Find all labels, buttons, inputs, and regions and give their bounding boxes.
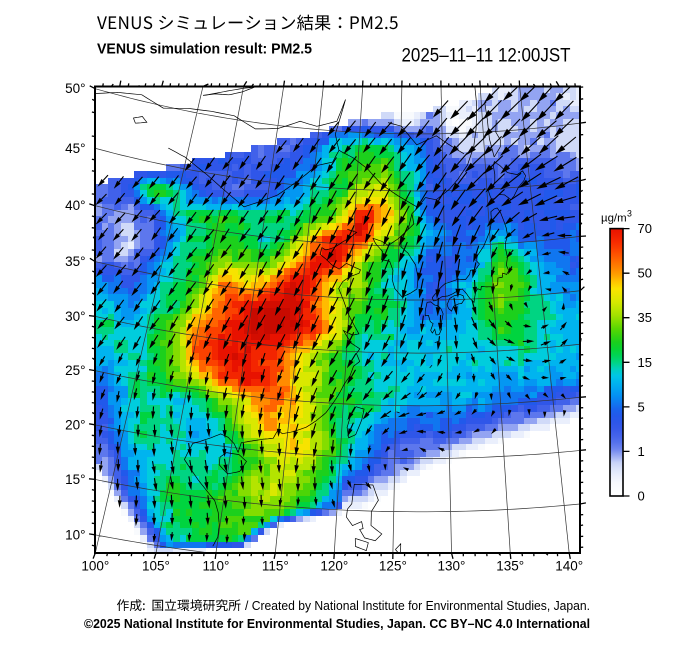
svg-text:100°: 100° (81, 559, 109, 574)
svg-text:25°: 25° (65, 363, 85, 378)
svg-text:20°: 20° (65, 417, 85, 432)
svg-text:VENUS simulation result: PM2.5: VENUS simulation result: PM2.5 (97, 42, 312, 58)
svg-text:15: 15 (638, 355, 652, 370)
svg-text:140°: 140° (555, 559, 583, 574)
svg-text:©2025 National Institute for E: ©2025 National Institute for Environment… (84, 617, 590, 631)
svg-text:5: 5 (638, 399, 645, 414)
svg-text:120°: 120° (320, 559, 348, 574)
svg-text:110°: 110° (203, 559, 230, 574)
svg-text:15°: 15° (65, 472, 85, 487)
svg-text:70: 70 (638, 221, 652, 236)
svg-text:45°: 45° (65, 141, 85, 156)
svg-text:/ Created by National Institut: / Created by National Institute for Envi… (245, 599, 590, 613)
svg-text:40°: 40° (65, 198, 85, 213)
svg-text:µg/m: µg/m (601, 213, 627, 225)
svg-text:125°: 125° (379, 559, 407, 574)
svg-text:105°: 105° (142, 559, 170, 574)
svg-text:135°: 135° (496, 559, 524, 574)
svg-text:2025–11–11 12:00JST: 2025–11–11 12:00JST (402, 45, 571, 67)
svg-text:0: 0 (638, 489, 645, 504)
svg-text:115°: 115° (262, 559, 289, 574)
svg-text:10°: 10° (65, 527, 85, 542)
svg-text:50°: 50° (65, 81, 85, 96)
svg-text:35: 35 (638, 310, 652, 325)
svg-text:30°: 30° (65, 309, 85, 324)
svg-text:35°: 35° (65, 254, 85, 269)
svg-text:50: 50 (638, 266, 652, 281)
svg-text:3: 3 (627, 209, 632, 219)
svg-text:1: 1 (638, 444, 645, 459)
svg-text:130°: 130° (438, 559, 466, 574)
